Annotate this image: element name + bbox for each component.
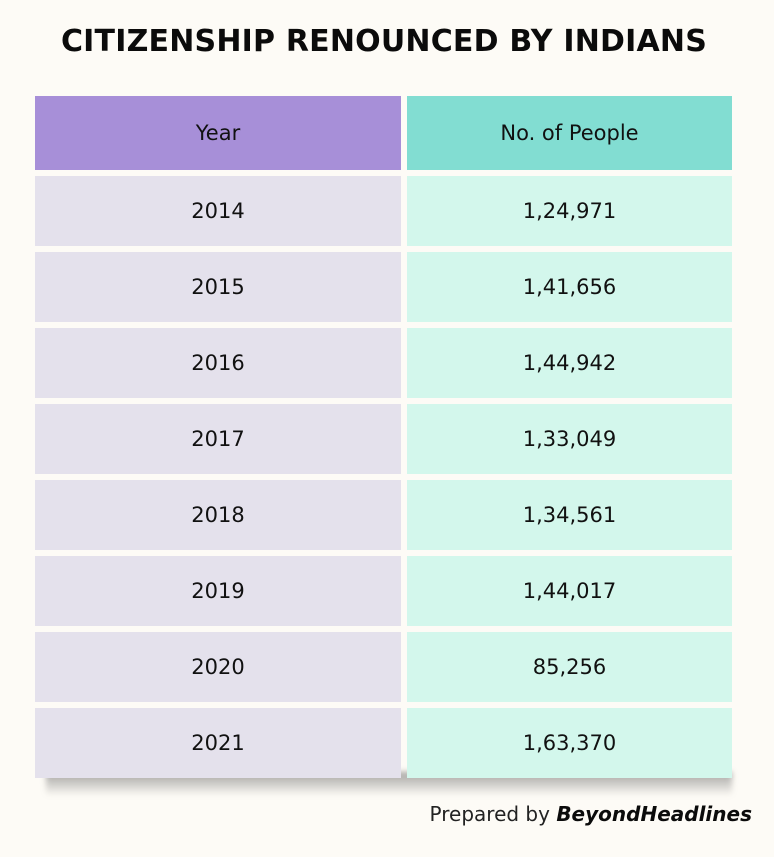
- people-cell: 1,44,942: [407, 328, 732, 398]
- table-row: 2016 1,44,942: [35, 328, 732, 398]
- people-cell: 1,33,049: [407, 404, 732, 474]
- footer-prefix: Prepared by: [429, 802, 550, 826]
- people-cell: 1,63,370: [407, 708, 732, 778]
- people-cell: 1,41,656: [407, 252, 732, 322]
- citizenship-table: Year No. of People 2014 1,24,971 2015 1,41,…: [35, 96, 732, 778]
- year-cell: 2020: [35, 632, 401, 702]
- people-cell: 1,44,017: [407, 556, 732, 626]
- table-row: 2019 1,44,017: [35, 556, 732, 626]
- people-cell: 1,24,971: [407, 176, 732, 246]
- table-row: 2017 1,33,049: [35, 404, 732, 474]
- header-year: Year: [35, 96, 401, 170]
- table-row: 2020 85,256: [35, 632, 732, 702]
- table-row: 2021 1,63,370: [35, 708, 732, 778]
- year-cell: 2017: [35, 404, 401, 474]
- table-header-row: Year No. of People: [35, 96, 732, 170]
- table-row: 2018 1,34,561: [35, 480, 732, 550]
- year-cell: 2015: [35, 252, 401, 322]
- page-title: CITIZENSHIP RENOUNCED BY INDIANS: [60, 24, 708, 59]
- footer-brand: BeyondHeadlines: [556, 802, 752, 826]
- year-cell: 2018: [35, 480, 401, 550]
- year-cell: 2014: [35, 176, 401, 246]
- table-body: 2014 1,24,971 2015 1,41,656 2016 1,44,942 2017…: [35, 176, 732, 778]
- table-row: 2014 1,24,971: [35, 176, 732, 246]
- header-people: No. of People: [407, 96, 732, 170]
- footer-credit: Prepared by BeyondHeadlines: [430, 802, 752, 826]
- year-cell: 2019: [35, 556, 401, 626]
- table-row: 2015 1,41,656: [35, 252, 732, 322]
- year-cell: 2021: [35, 708, 401, 778]
- people-cell: 85,256: [407, 632, 732, 702]
- people-cell: 1,34,561: [407, 480, 732, 550]
- year-cell: 2016: [35, 328, 401, 398]
